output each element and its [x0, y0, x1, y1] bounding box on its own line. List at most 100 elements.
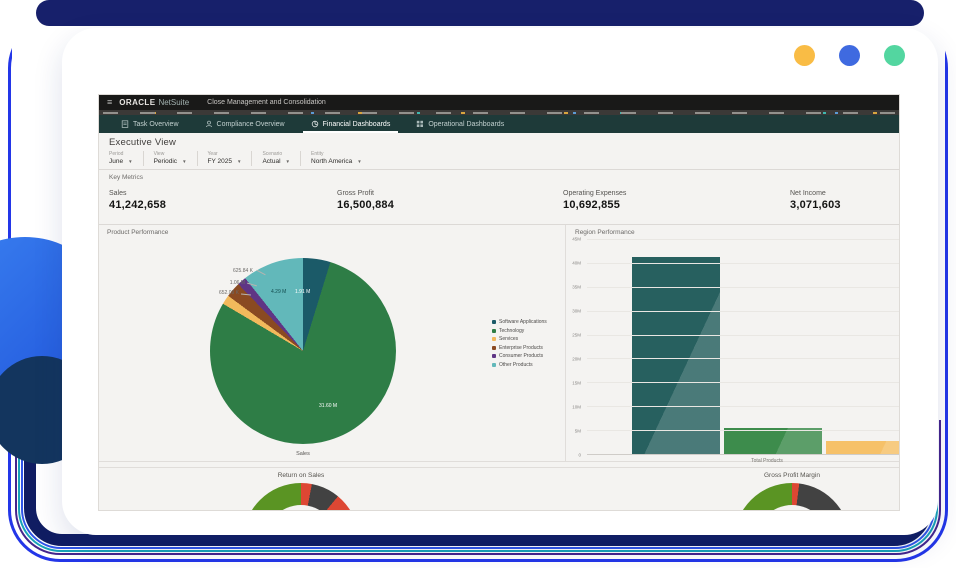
legend-swatch: [492, 320, 496, 324]
tab-bar: Task Overview Compliance Overview Financ…: [99, 115, 899, 133]
gridline: [587, 262, 899, 264]
hamburger-menu-icon[interactable]: ≡: [107, 97, 113, 107]
y-tick-label: 45M: [572, 236, 581, 242]
bar-plot: [587, 239, 899, 455]
legend-item: Technology: [492, 328, 547, 334]
pie-axis-label: Sales: [296, 451, 310, 457]
panel-title: Product Performance: [107, 229, 169, 236]
financial-dashboards-icon: [311, 120, 318, 128]
tab-compliance-overview[interactable]: Compliance Overview: [197, 115, 293, 133]
y-tick-label: 25M: [572, 332, 581, 338]
metric-gross-profit: Gross Profit 16,500,884: [337, 190, 394, 211]
y-tick-label: 5M: [574, 428, 581, 434]
divider: [99, 224, 899, 225]
gridline: [587, 382, 899, 384]
filter-period[interactable]: Period June ▼: [109, 151, 143, 166]
y-tick-label: 0: [578, 452, 581, 458]
filter-label: Entity: [311, 151, 324, 157]
legend-label: Services: [499, 336, 519, 342]
metric-label: Sales: [109, 190, 127, 197]
oracle-logo: ORACLE: [119, 98, 156, 107]
pie-label-other-products: 4.29 M: [271, 289, 287, 295]
legend-label: Software Applications: [499, 319, 547, 325]
task-overview-icon: [121, 120, 129, 128]
metric-value: 3,071,603: [790, 199, 841, 211]
chevron-down-icon: ▼: [128, 159, 133, 164]
legend-label: Consumer Products: [499, 353, 544, 359]
pie-label-enterprise-products: 1.06 M: [229, 280, 245, 286]
metric-value: 10,692,855: [563, 199, 621, 211]
legend-item: Software Applications: [492, 319, 547, 325]
legend-label: Technology: [499, 327, 525, 334]
gauge-title-gross-profit-margin: Gross Profit Margin: [764, 472, 820, 479]
filter-label: View: [153, 151, 165, 157]
filter-value: FY 2025: [207, 158, 232, 165]
tab-label: Financial Dashboards: [322, 120, 391, 128]
pie-label-technology: 31.60 M: [319, 403, 338, 409]
key-metrics-section: Key Metrics Sales 41,242,658 Gross Profi…: [99, 170, 899, 224]
y-tick-label: 30M: [572, 308, 581, 314]
y-tick-label: 40M: [572, 260, 581, 266]
y-tick-label: 35M: [572, 284, 581, 290]
filter-label: Year: [207, 151, 218, 157]
window-dot-yellow: [794, 45, 815, 66]
filter-bar: Period June ▼ View Periodic ▼ Year FY 2025…: [109, 151, 889, 166]
metric-value: 16,500,884: [337, 199, 395, 211]
metric-label: Net Income: [790, 190, 826, 197]
gridline: [587, 286, 899, 288]
dashboard-content: Executive View Period June ▼ View Periodi…: [99, 133, 899, 510]
filter-entity[interactable]: Entity North America ▼: [300, 151, 372, 166]
filter-value: Periodic: [153, 158, 178, 165]
metric-label: Gross Profit: [337, 190, 374, 197]
legend-swatch: [492, 337, 496, 341]
bar-x-axis-label: Total Products: [751, 458, 783, 464]
legend-swatch: [492, 328, 496, 333]
legend-item: Enterprise Products: [492, 345, 547, 351]
tab-operational-dashboards[interactable]: Operational Dashboards: [408, 115, 512, 133]
gridline: [587, 430, 899, 432]
app-top-bar: ≡ ORACLE NetSuite Close Management and C…: [99, 95, 899, 110]
chevron-down-icon: ▼: [285, 159, 291, 164]
bar-y-axis: 45M 40M 35M 30M 25M 20M 15M 10M 5M 0: [567, 236, 583, 458]
chevron-down-icon: ▼: [237, 159, 242, 164]
metric-label: Operating Expenses: [563, 190, 627, 197]
divider: [99, 169, 899, 170]
y-tick-label: 15M: [572, 380, 581, 386]
filter-label: Scenario: [262, 151, 283, 157]
metric-net-income: Net Income 3,071,603: [790, 190, 841, 211]
chevron-down-icon: ▼: [357, 159, 362, 164]
tab-financial-dashboards[interactable]: Financial Dashboards: [302, 115, 399, 133]
filter-scenario[interactable]: Scenario Actual ▼: [251, 151, 300, 166]
gross-profit-margin-gauge: [734, 483, 850, 510]
page-title: Executive View: [109, 137, 177, 148]
window-dot-blue: [839, 45, 860, 66]
return-on-sales-gauge: [243, 483, 359, 510]
pie-label-consumer-products: 625.84 K: [232, 268, 253, 274]
product-performance-panel: Product Performance 625.84 K 1.06 M 652.…: [99, 225, 566, 461]
tab-task-overview[interactable]: Task Overview: [113, 115, 187, 133]
bar-teal-series: [632, 257, 720, 454]
pie-label-services: 652.09 K: [218, 290, 239, 296]
collapsed-menu-strip: [99, 110, 899, 115]
legend-swatch: [492, 354, 496, 358]
filter-year[interactable]: Year FY 2025 ▼: [196, 151, 252, 166]
y-tick-label: 20M: [572, 356, 581, 362]
chevron-down-icon: ▼: [182, 159, 187, 164]
metric-sales: Sales 41,242,658: [109, 190, 166, 211]
tab-label: Task Overview: [133, 120, 179, 128]
legend-label: Enterprise Products: [499, 344, 543, 351]
metric-value: 41,242,658: [109, 199, 167, 211]
bar-orange-series: [826, 440, 899, 454]
gridline: [587, 310, 899, 312]
filter-value: June: [109, 158, 124, 165]
filter-label: Period: [109, 151, 124, 157]
pie-label-software-applications: 1.91 M: [295, 289, 311, 295]
gridline: [587, 406, 899, 408]
pie-chart: [210, 258, 396, 444]
app-title: Close Management and Consolidation: [207, 99, 326, 106]
browser-window: ≡ ORACLE NetSuite Close Management and C…: [62, 28, 938, 535]
region-performance-panel: Region Performance 45M 40M 35M 30M 25M 20M 15M…: [567, 225, 899, 464]
window-dot-green: [884, 45, 905, 66]
filter-view[interactable]: View Periodic ▼: [142, 151, 197, 166]
compliance-overview-icon: [205, 120, 212, 128]
